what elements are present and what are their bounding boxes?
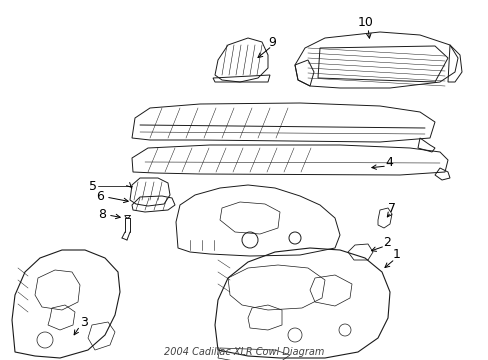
Text: 3: 3 xyxy=(80,315,88,328)
Text: 1: 1 xyxy=(392,248,400,261)
Text: 7: 7 xyxy=(387,202,395,215)
Text: 4: 4 xyxy=(384,156,392,168)
Text: 8: 8 xyxy=(98,208,106,221)
Text: 9: 9 xyxy=(267,36,275,49)
Text: 2004 Cadillac XLR Cowl Diagram: 2004 Cadillac XLR Cowl Diagram xyxy=(164,347,324,357)
Text: 10: 10 xyxy=(357,15,373,28)
Text: 2: 2 xyxy=(382,235,390,248)
Text: 6: 6 xyxy=(96,190,104,203)
Text: 5: 5 xyxy=(89,180,97,193)
